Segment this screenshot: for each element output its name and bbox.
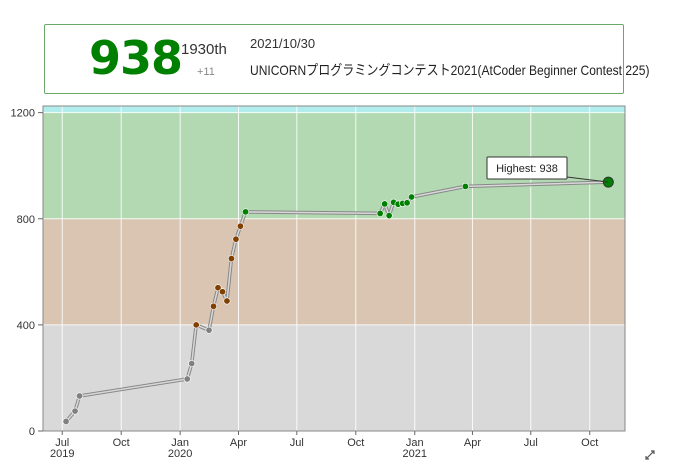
rating-points [62,176,614,425]
rating-point[interactable] [242,208,250,216]
x-tick-label: Oct [581,437,598,449]
rating-band [43,106,625,113]
rating-point[interactable] [209,302,217,310]
rating-point[interactable] [223,297,231,305]
x-tick-label: Apr [464,437,481,449]
rating-point[interactable] [403,199,411,207]
rating-point[interactable] [188,360,196,368]
x-tick-label: Jan [171,437,189,449]
rating-bands [43,106,625,431]
rating-point[interactable] [232,235,240,243]
rating-band [43,218,625,325]
highest-tooltip-text: Highest: 938 [496,163,558,175]
x-tick-label: Jul [290,437,304,449]
y-tick-label: 0 [29,426,35,438]
rating-point[interactable] [227,255,235,263]
rating-point[interactable] [218,288,226,296]
rating-point[interactable] [76,392,84,400]
contest-date: 2021/10/30 [250,36,316,51]
x-tick-year: 2020 [168,448,192,460]
rating-point[interactable] [236,222,244,230]
rating-point[interactable] [214,284,222,292]
x-tick-label: Jul [55,437,69,449]
rating-band [43,324,625,431]
y-tick-label: 800 [17,214,35,226]
rank-text: 1930th [181,41,227,58]
x-tick-year: 2021 [403,448,427,460]
x-tick-label: Jan [406,437,424,449]
rating-point[interactable] [62,417,70,425]
x-tick-label: Oct [347,437,364,449]
expand-icon[interactable] [645,450,655,460]
highest-tooltip: Highest: 938 [486,156,609,183]
rating-point[interactable] [408,193,416,201]
rating-change: +11 [197,66,215,78]
rating-point[interactable] [376,209,384,217]
rating-point[interactable] [205,326,213,334]
rating-point[interactable] [461,182,469,190]
rating-point[interactable] [385,212,393,220]
rating-point[interactable] [381,200,389,208]
contest-name[interactable]: UNICORNプログラミングコンテスト2021(AtCoder Beginner… [250,62,650,78]
plot-frame [42,105,626,432]
y-axis-ticks: 0 400 800 1200 [11,108,43,438]
rating-point[interactable] [183,375,191,383]
x-tick-label: Apr [230,437,247,449]
x-tick-label: Oct [113,437,130,449]
contest-status-panel: 938 1930th +11 2021/10/30 UNICORNプログラミング… [44,24,649,94]
rating-point[interactable] [192,321,200,329]
y-tick-label: 400 [17,320,35,332]
x-tick-label: Jul [524,437,538,449]
rating-value: 938 [89,31,183,85]
chart-grid [43,106,625,432]
y-tick-label: 1200 [11,108,35,120]
rating-point[interactable] [71,407,79,415]
x-tick-year: 2019 [50,448,74,460]
